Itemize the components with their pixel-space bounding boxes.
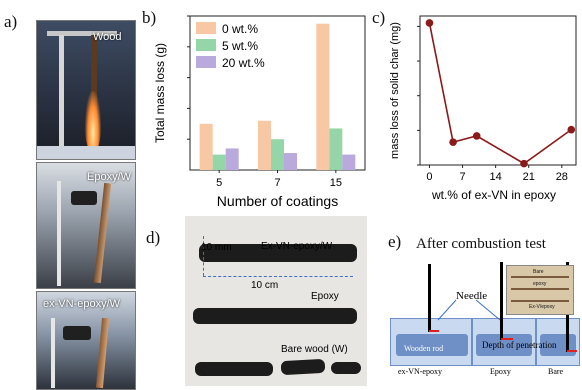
bottom-label-epoxy: Epoxy — [490, 367, 511, 376]
stand-rod — [57, 181, 61, 286]
needle-tip-1 — [429, 330, 439, 332]
inset-photo: Bare epoxy Ex-V/epoxy — [506, 265, 574, 315]
bar-20wt-5 — [225, 148, 239, 170]
panel-c-letter: c) — [372, 8, 386, 27]
photo-wood: Wood — [36, 20, 136, 160]
inset-label-exvn: Ex-V/epoxy — [529, 304, 555, 310]
dim-line-width — [203, 276, 353, 277]
legend-label-0: 0 wt.% — [222, 22, 258, 36]
depth-label: Depth of penetration — [482, 340, 557, 350]
plot-frame — [419, 15, 577, 166]
bar-chart: 5 7 15 Number of coatings Total mass loss (g… — [153, 15, 366, 209]
stick-epoxy — [193, 308, 357, 324]
stick-bare-1 — [195, 362, 273, 376]
x-tick-label: 0 — [426, 171, 432, 183]
stand-rod — [51, 318, 55, 388]
needle-1 — [428, 264, 431, 332]
inset-rod — [511, 300, 569, 302]
bar-20wt-7 — [284, 153, 297, 170]
data-point — [520, 159, 528, 168]
stand-rod — [59, 35, 64, 155]
needle-tip-3 — [567, 350, 577, 352]
wooden-rod-2 — [476, 334, 532, 356]
bar-5wt-5 — [212, 154, 226, 170]
dim-width-label: 10 cm — [251, 280, 279, 291]
x-tick-label: 21 — [523, 171, 535, 183]
clamp-arm — [47, 31, 117, 36]
wooden-rod-1 — [396, 334, 468, 356]
x-tick-label: 28 — [556, 171, 568, 183]
arrow-right — [475, 299, 501, 321]
x-tick-label: 7 — [274, 177, 280, 189]
panel-b-letter: b) — [142, 8, 157, 27]
needle-arrows — [437, 299, 501, 321]
panel-d-letter: d) — [146, 228, 161, 247]
y-axis-label: Total mass loss (g) — [153, 43, 167, 143]
stick-bare-2 — [280, 358, 326, 376]
needle-tip-2 — [501, 338, 513, 340]
inset-rod — [511, 288, 569, 290]
stick-bare-3 — [331, 362, 361, 374]
photo-exvn-label: ex-VN-epoxy/W — [43, 298, 121, 310]
panel-a-letter: a) — [4, 12, 18, 31]
dim-line-height — [203, 236, 204, 276]
clamp — [71, 191, 97, 205]
legend-label-1: 5 wt.% — [222, 39, 258, 53]
arrow-left — [437, 299, 457, 321]
label-bare-wood: Bare wood (W) — [281, 344, 348, 355]
bottom-label-exvn: ex-VN-epoxy — [398, 367, 442, 376]
data-point — [567, 125, 576, 134]
bottom-label-bare: Bare — [548, 367, 564, 376]
wood-stick — [91, 35, 97, 145]
bar-5wt-7 — [271, 139, 284, 170]
needle-label: Needle — [456, 290, 488, 302]
legend-swatch-1 — [196, 39, 216, 51]
bar-0wt-15 — [316, 23, 330, 171]
x-tick-label: 14 — [490, 171, 502, 183]
photo-epoxy: Epoxy/W — [36, 162, 136, 289]
x-axis-label: wt.% of ex-VN in epoxy — [431, 188, 556, 202]
panel-e-title: After combustion test — [416, 236, 546, 252]
bar-0wt-5 — [199, 123, 213, 170]
clamp — [63, 326, 91, 340]
photo-wood-label: Wood — [93, 31, 122, 43]
inset-label-bare: Bare — [533, 269, 544, 275]
x-tick-label: 5 — [216, 177, 222, 189]
data-point — [449, 138, 457, 146]
photo-epoxy-label: Epoxy/W — [87, 171, 132, 183]
label-exvn-epoxy: Ex-VN-epoxy/W — [261, 241, 333, 252]
dim-height-label: 10 mm — [201, 242, 232, 253]
inset-rod — [511, 276, 569, 278]
x-axis-label: Number of coatings — [217, 193, 338, 209]
photo-sticks: 10 mm 10 cm Ex-VN-epoxy/W Epoxy Bare woo… — [185, 216, 367, 386]
bar-5wt-15 — [329, 128, 343, 170]
legend-swatch-0 — [196, 22, 216, 34]
stick-exvn — [199, 244, 357, 262]
needle-2 — [500, 262, 503, 340]
coated-stick — [95, 317, 110, 389]
legend-swatch-2 — [196, 56, 216, 68]
bar-20wt-15 — [342, 154, 356, 170]
panel-e-letter: e) — [388, 232, 402, 251]
flame — [85, 91, 101, 151]
bench — [37, 146, 135, 159]
data-point — [425, 19, 434, 27]
bar-0wt-7 — [258, 120, 271, 170]
label-epoxy: Epoxy — [311, 291, 339, 302]
y-axis-label: mass loss of solid char (mg) — [389, 22, 401, 159]
x-tick-label: 7 — [459, 171, 465, 183]
inset-label-epoxy: epoxy — [533, 281, 547, 287]
x-tick-label: 15 — [330, 177, 342, 189]
data-point — [472, 132, 481, 140]
legend-label-2: 20 wt.% — [222, 56, 265, 70]
wooden-rod-label: Wooden rod — [404, 344, 444, 353]
photo-exvn: ex-VN-epoxy/W — [36, 291, 136, 390]
